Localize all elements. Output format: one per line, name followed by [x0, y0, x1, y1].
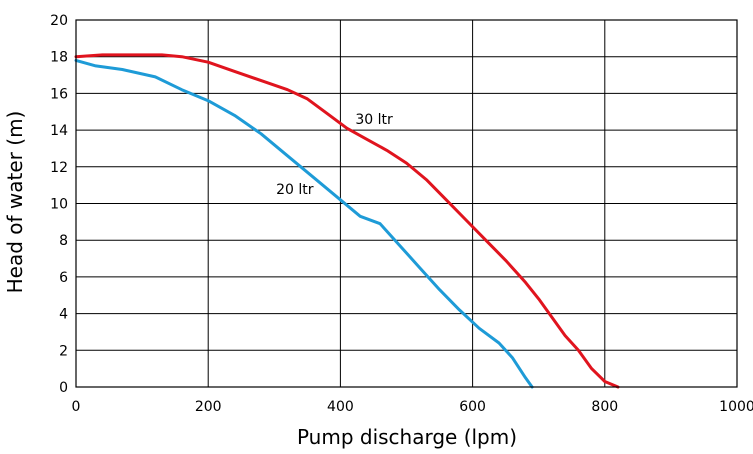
plot-border: [75, 19, 738, 388]
series-line-20-ltr: [74, 58, 534, 389]
y-axis-title: Head of water (m): [3, 111, 27, 294]
y-tick-label: 14: [50, 123, 68, 139]
x-axis-title: Pump discharge (lpm): [297, 425, 517, 449]
curve-label: 30 ltr: [355, 112, 393, 128]
y-tick-label: 10: [50, 197, 68, 213]
annotations: 30 ltr 20 ltr: [276, 112, 393, 198]
y-tick-label: 16: [50, 86, 68, 102]
series-layer: [74, 53, 620, 389]
y-tick-label: 4: [59, 307, 68, 323]
x-tick-label: 0: [72, 399, 81, 415]
tick-labels: 0 200 400 600 800 1000 0 2 4 6 8 10 12 14 16 18 20: [50, 13, 753, 415]
y-tick-label: 18: [50, 50, 68, 66]
curve-label: 20 ltr: [276, 182, 314, 198]
x-tick-label: 600: [459, 399, 486, 415]
x-tick-label: 1000: [719, 399, 753, 415]
y-tick-label: 20: [50, 13, 68, 29]
grid: [75, 19, 738, 388]
plot-frame: [75, 19, 738, 388]
series-line-30-ltr: [74, 53, 620, 389]
y-tick-label: 12: [50, 160, 68, 176]
y-tick-label: 6: [59, 270, 68, 286]
x-tick-label: 400: [327, 399, 354, 415]
y-tick-label: 2: [59, 343, 68, 359]
y-tick-label: 8: [59, 233, 68, 249]
x-tick-label: 200: [195, 399, 222, 415]
x-tick-label: 800: [591, 399, 618, 415]
y-tick-label: 0: [59, 380, 68, 396]
